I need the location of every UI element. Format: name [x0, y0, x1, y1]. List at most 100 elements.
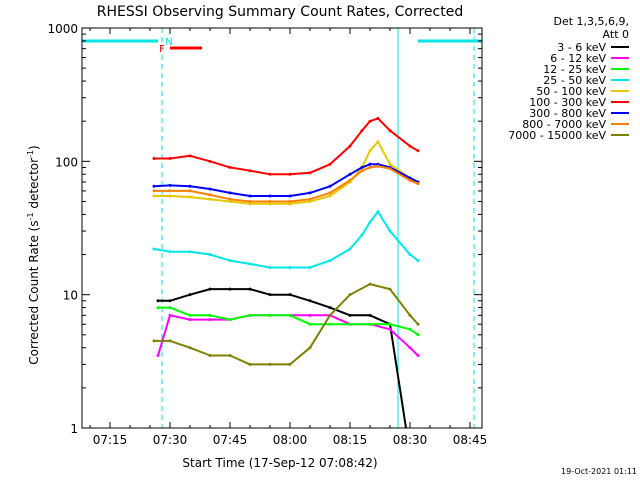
series-point-8 — [268, 362, 272, 366]
series-point-8 — [408, 313, 412, 317]
series-point-7 — [188, 189, 192, 193]
series-point-6 — [168, 183, 172, 187]
x-tick-label: 07:45 — [213, 433, 248, 447]
y-tick-label: 10 — [63, 289, 78, 303]
series-point-8 — [308, 346, 312, 350]
series-point-2 — [168, 306, 172, 310]
series-point-2 — [208, 313, 212, 317]
flag-bars: NF — [82, 37, 482, 55]
series-point-4 — [308, 199, 312, 203]
series-point-3 — [208, 253, 212, 257]
flag-label-F: F — [159, 44, 165, 55]
series-point-7 — [368, 165, 372, 169]
series-layer — [152, 116, 420, 429]
series-point-1 — [308, 313, 312, 317]
series-point-2 — [248, 313, 252, 317]
series-point-1 — [208, 318, 212, 322]
series-point-5 — [328, 162, 332, 166]
series-point-6 — [152, 184, 156, 188]
y-axis-ticks: 1 10 100 1000 — [47, 22, 482, 436]
series-point-2 — [328, 322, 332, 326]
series-point-6 — [268, 194, 272, 198]
series-point-4 — [388, 162, 392, 166]
series-point-4 — [368, 149, 372, 153]
series-point-5 — [228, 165, 232, 169]
y-axis-label-sup1: -1 — [26, 212, 35, 220]
series-point-4 — [168, 194, 172, 198]
series-point-7 — [152, 189, 156, 193]
series-point-8 — [416, 322, 420, 326]
series-point-3 — [368, 220, 372, 224]
y-axis-label-part3: ) — [27, 145, 41, 150]
series-point-2 — [388, 322, 392, 326]
legend-label-1: 6 - 12 keV — [550, 52, 606, 65]
plot-frame — [81, 27, 483, 429]
footer-date: 19-Oct-2021 01:11 — [561, 467, 637, 476]
series-point-7 — [288, 199, 292, 203]
series-point-4 — [328, 194, 332, 198]
y-axis-label-sup2: -1 — [26, 150, 35, 158]
y-tick-label: 100 — [55, 155, 78, 169]
series-point-1 — [408, 346, 412, 350]
series-point-4 — [152, 194, 156, 198]
series-point-6 — [228, 191, 232, 195]
series-point-1 — [416, 353, 420, 357]
series-point-3 — [360, 233, 364, 237]
series-point-7 — [308, 197, 312, 201]
series-point-6 — [348, 172, 352, 176]
series-point-4 — [376, 140, 380, 144]
series-point-5 — [308, 171, 312, 175]
series-point-5 — [168, 157, 172, 161]
series-point-8 — [228, 353, 232, 357]
series-point-0 — [248, 287, 252, 291]
series-point-2 — [268, 313, 272, 317]
y-tick-label: 1 — [70, 422, 78, 436]
series-point-5 — [188, 154, 192, 158]
series-point-3 — [268, 265, 272, 269]
series-point-8 — [288, 362, 292, 366]
series-point-6 — [328, 184, 332, 188]
series-point-6 — [248, 194, 252, 198]
series-point-1 — [388, 327, 392, 331]
flag-label-N: N — [165, 37, 172, 48]
legend-label-4: 50 - 100 keV — [536, 85, 606, 98]
series-point-5 — [288, 172, 292, 176]
series-point-5 — [408, 144, 412, 148]
series-point-0 — [288, 293, 292, 297]
series-point-8 — [348, 293, 352, 297]
series-point-5 — [268, 172, 272, 176]
series-point-7 — [328, 191, 332, 195]
series-point-2 — [288, 313, 292, 317]
series-point-2 — [368, 322, 372, 326]
series-point-3 — [388, 229, 392, 233]
legend-label-5: 100 - 300 keV — [529, 96, 606, 109]
x-tick-label: 07:30 — [153, 433, 188, 447]
series-point-0 — [328, 306, 332, 310]
series-point-0 — [228, 287, 232, 291]
y-axis-label: Corrected Count Rate (s-1 detector-1) — [26, 145, 41, 364]
y-axis-label-part2: detector — [27, 158, 41, 213]
series-point-5 — [208, 159, 212, 163]
series-point-4 — [268, 202, 272, 206]
series-point-5 — [152, 157, 156, 161]
series-point-8 — [208, 353, 212, 357]
series-point-8 — [188, 346, 192, 350]
series-point-7 — [360, 169, 364, 173]
series-point-3 — [376, 210, 380, 214]
series-point-2 — [308, 322, 312, 326]
series-point-4 — [288, 202, 292, 206]
series-point-0 — [308, 299, 312, 303]
y-tick-label: 1000 — [47, 22, 78, 36]
series-point-8 — [248, 362, 252, 366]
legend-label-8: 7000 - 15000 keV — [508, 129, 606, 142]
series-point-1 — [156, 353, 160, 357]
series-point-0 — [268, 293, 272, 297]
series-point-3 — [416, 259, 420, 263]
series-point-5 — [388, 129, 392, 133]
series-point-0 — [348, 313, 352, 317]
series-point-8 — [152, 339, 156, 343]
x-axis-ticks: 07:15 07:30 07:45 08:00 08:15 08:30 08:45 — [89, 28, 487, 447]
legend-label-0: 3 - 6 keV — [557, 41, 606, 54]
series-point-5 — [348, 144, 352, 148]
